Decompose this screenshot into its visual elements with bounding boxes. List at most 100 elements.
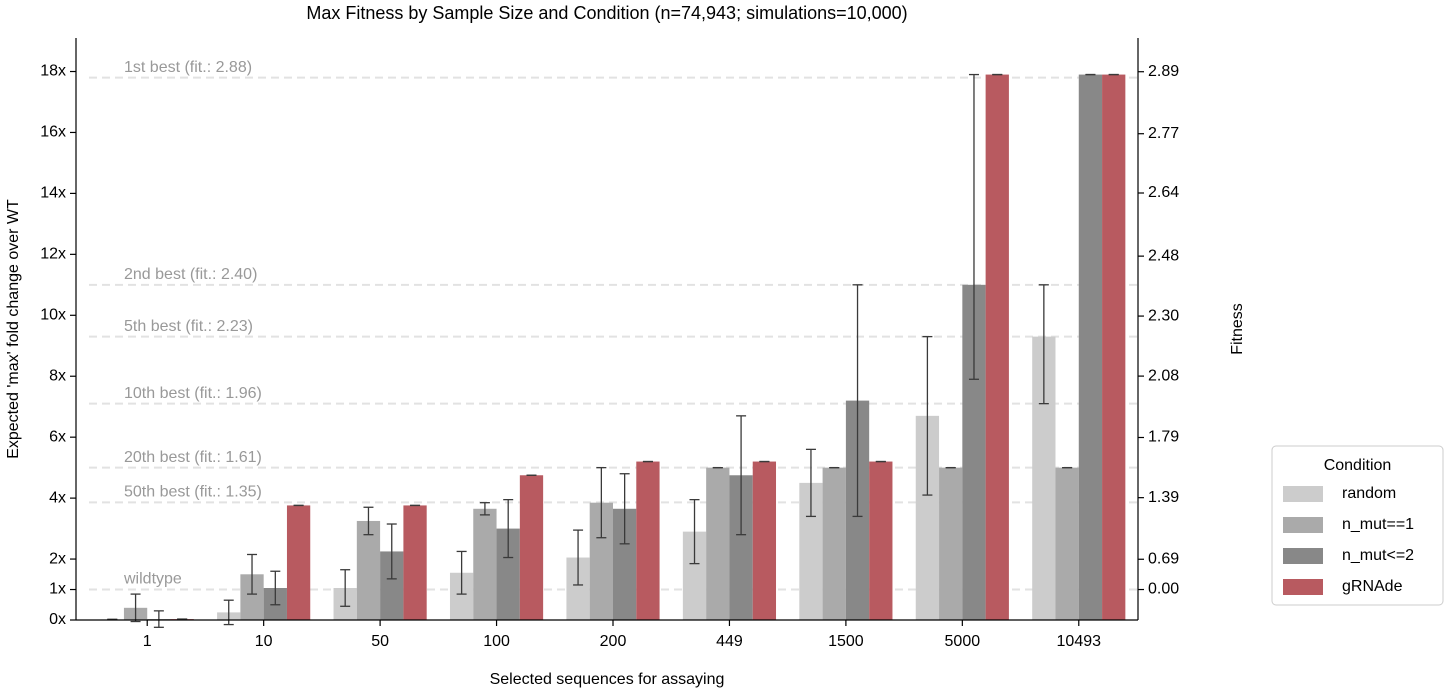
y2-tick-label: 2.48 <box>1148 247 1179 264</box>
y-tick-label: 4x <box>49 489 66 506</box>
y2-axis-label: Fitness <box>1229 303 1246 355</box>
y-tick-label: 1x <box>49 581 66 598</box>
y-tick-label: 2x <box>49 550 66 567</box>
y-tick-label: 14x <box>40 185 66 202</box>
error-bar <box>386 523 397 580</box>
error-bar <box>363 506 374 536</box>
legend-swatch <box>1283 579 1323 595</box>
legend-swatch <box>1283 548 1323 564</box>
y-tick-label: 10x <box>40 307 66 324</box>
error-bar <box>619 473 630 545</box>
bar <box>380 551 404 620</box>
x-tick-label: 10493 <box>1057 633 1102 650</box>
bar <box>613 508 637 620</box>
reference-label: 50th best (fit.: 1.35) <box>124 484 262 501</box>
x-tick-label: 5000 <box>945 633 981 650</box>
bar <box>286 505 311 620</box>
bar <box>519 475 544 620</box>
legend-swatch <box>1283 486 1323 502</box>
legend-label: n_mut<=2 <box>1342 547 1414 564</box>
error-bar <box>968 73 979 380</box>
error-bar <box>503 498 514 559</box>
error-bar <box>270 570 281 606</box>
bar <box>822 467 846 620</box>
error-bar <box>247 553 258 595</box>
error-bar <box>479 502 490 516</box>
x-tick-label: 1 <box>143 633 152 650</box>
reference-label: 20th best (fit.: 1.61) <box>124 449 262 466</box>
bar <box>682 531 707 620</box>
bar <box>706 467 730 620</box>
bar <box>240 574 264 620</box>
y2-tick-label: 1.39 <box>1148 489 1179 506</box>
y-axis-label: Expected 'max' fold change over WT <box>5 199 22 459</box>
error-bar <box>805 448 816 518</box>
x-tick-label: 100 <box>483 633 510 650</box>
bar <box>496 528 520 620</box>
y2-tick-label: 2.77 <box>1148 125 1179 142</box>
y2-tick-label: 2.08 <box>1148 367 1179 384</box>
bar <box>799 482 823 620</box>
bar <box>636 461 660 620</box>
y2-tick-label: 2.89 <box>1148 63 1179 80</box>
error-bar <box>153 610 164 628</box>
bar <box>1102 74 1126 621</box>
error-bar <box>456 550 467 595</box>
x-tick-label: 10 <box>255 633 273 650</box>
y-tick-label: 12x <box>40 246 66 263</box>
y2-tick-label: 2.30 <box>1148 307 1179 324</box>
legend-title: Condition <box>1324 457 1392 474</box>
bar <box>1032 336 1056 620</box>
error-bar <box>852 284 863 518</box>
bar <box>915 415 940 620</box>
chart-title: Max Fitness by Sample Size and Condition… <box>306 3 907 23</box>
reference-label: 2nd best (fit.: 2.40) <box>124 266 257 283</box>
x-tick-label: 50 <box>371 633 389 650</box>
y2-tick-label: 0.00 <box>1148 581 1179 598</box>
reference-label: 5th best (fit.: 2.23) <box>124 318 253 335</box>
bar <box>356 520 381 620</box>
y-tick-label: 8x <box>49 367 66 384</box>
error-bar <box>596 466 607 539</box>
bar <box>752 461 777 620</box>
legend-label: gRNAde <box>1342 578 1403 595</box>
error-bar <box>340 569 351 607</box>
reference-label: wildtype <box>123 571 182 588</box>
y2-tick-label: 2.64 <box>1148 184 1179 201</box>
bar <box>985 74 1009 621</box>
error-bar <box>736 415 747 536</box>
bar <box>1078 74 1103 621</box>
legend-swatch <box>1283 517 1323 533</box>
legend-box <box>1271 445 1444 606</box>
bar <box>449 572 474 620</box>
y-tick-label: 18x <box>40 63 66 80</box>
y-tick-label: 6x <box>49 428 66 445</box>
bar <box>729 475 753 620</box>
legend-label: random <box>1342 485 1396 502</box>
bar <box>403 505 427 620</box>
bar <box>869 461 893 620</box>
error-bar <box>573 529 584 586</box>
legend-label: n_mut==1 <box>1342 516 1414 533</box>
error-bar <box>1038 284 1049 405</box>
y2-tick-label: 1.79 <box>1148 429 1179 446</box>
reference-label: 1st best (fit.: 2.88) <box>124 59 252 76</box>
y-tick-label: 0x <box>49 611 66 628</box>
bar <box>566 557 590 620</box>
x-axis-label: Selected sequences for assaying <box>490 671 725 688</box>
reference-label: 10th best (fit.: 1.96) <box>124 385 262 402</box>
y-tick-label: 16x <box>40 124 66 141</box>
bar <box>939 467 963 620</box>
error-bar <box>130 593 141 623</box>
bar <box>589 502 613 620</box>
bar <box>473 508 497 620</box>
bar <box>1055 467 1079 620</box>
x-tick-label: 1500 <box>828 633 864 650</box>
y2-tick-label: 0.69 <box>1148 550 1179 567</box>
error-bar <box>689 498 700 565</box>
x-tick-label: 449 <box>716 633 743 650</box>
bar <box>962 284 986 620</box>
x-tick-label: 200 <box>600 633 627 650</box>
error-bar <box>922 335 933 496</box>
